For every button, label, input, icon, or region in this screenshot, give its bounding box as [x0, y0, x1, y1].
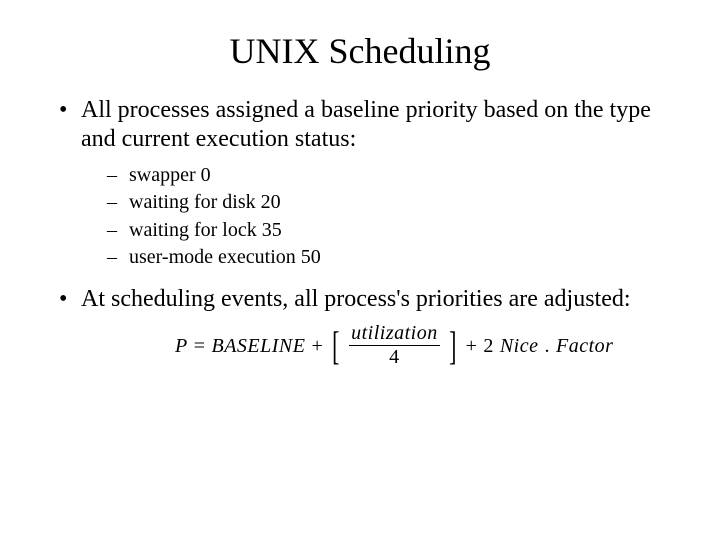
formula-plus-2: + [466, 335, 478, 358]
formula-plus-1: + [312, 335, 324, 358]
slide: UNIX Scheduling All processes assigned a… [0, 0, 720, 540]
formula-nice: Nice [500, 335, 539, 358]
formula-rbracket: ] [449, 326, 457, 366]
sub-bullet-2: waiting for disk 20 [107, 190, 665, 216]
sub-bullet-text-1: swapper 0 [129, 164, 211, 186]
bullet-item-2: At scheduling events, all process's prio… [55, 285, 665, 314]
priority-formula: P = BASELINE + [ utilization 4 ] + 2 Nice… [175, 324, 665, 369]
formula-numerator: utilization [349, 323, 440, 344]
slide-title: UNIX Scheduling [55, 30, 665, 72]
sub-bullet-3: waiting for lock 35 [107, 218, 665, 244]
formula-eq: = [194, 335, 206, 358]
formula-factor: Factor [556, 335, 613, 358]
formula-dot: . [545, 335, 551, 358]
bullet-text-2: At scheduling events, all process's prio… [81, 286, 631, 312]
sub-bullet-text-4: user-mode execution 50 [129, 246, 321, 268]
formula-lbracket: [ [332, 326, 340, 366]
sub-bullet-4: user-mode execution 50 [107, 245, 665, 271]
bullet-text-1: All processes assigned a baseline priori… [81, 97, 651, 152]
sub-bullet-list: swapper 0 waiting for disk 20 waiting fo… [107, 163, 665, 271]
bullet-list: All processes assigned a baseline priori… [55, 96, 665, 314]
bullet-item-1: All processes assigned a baseline priori… [55, 96, 665, 271]
sub-bullet-text-3: waiting for lock 35 [129, 219, 282, 241]
formula-p: P [175, 335, 188, 358]
formula-fraction: utilization 4 [349, 323, 440, 368]
sub-bullet-text-2: waiting for disk 20 [129, 191, 281, 213]
formula-two: 2 [483, 335, 494, 358]
sub-bullet-1: swapper 0 [107, 163, 665, 189]
formula-denominator: 4 [387, 347, 402, 368]
formula-baseline: BASELINE [212, 335, 306, 358]
